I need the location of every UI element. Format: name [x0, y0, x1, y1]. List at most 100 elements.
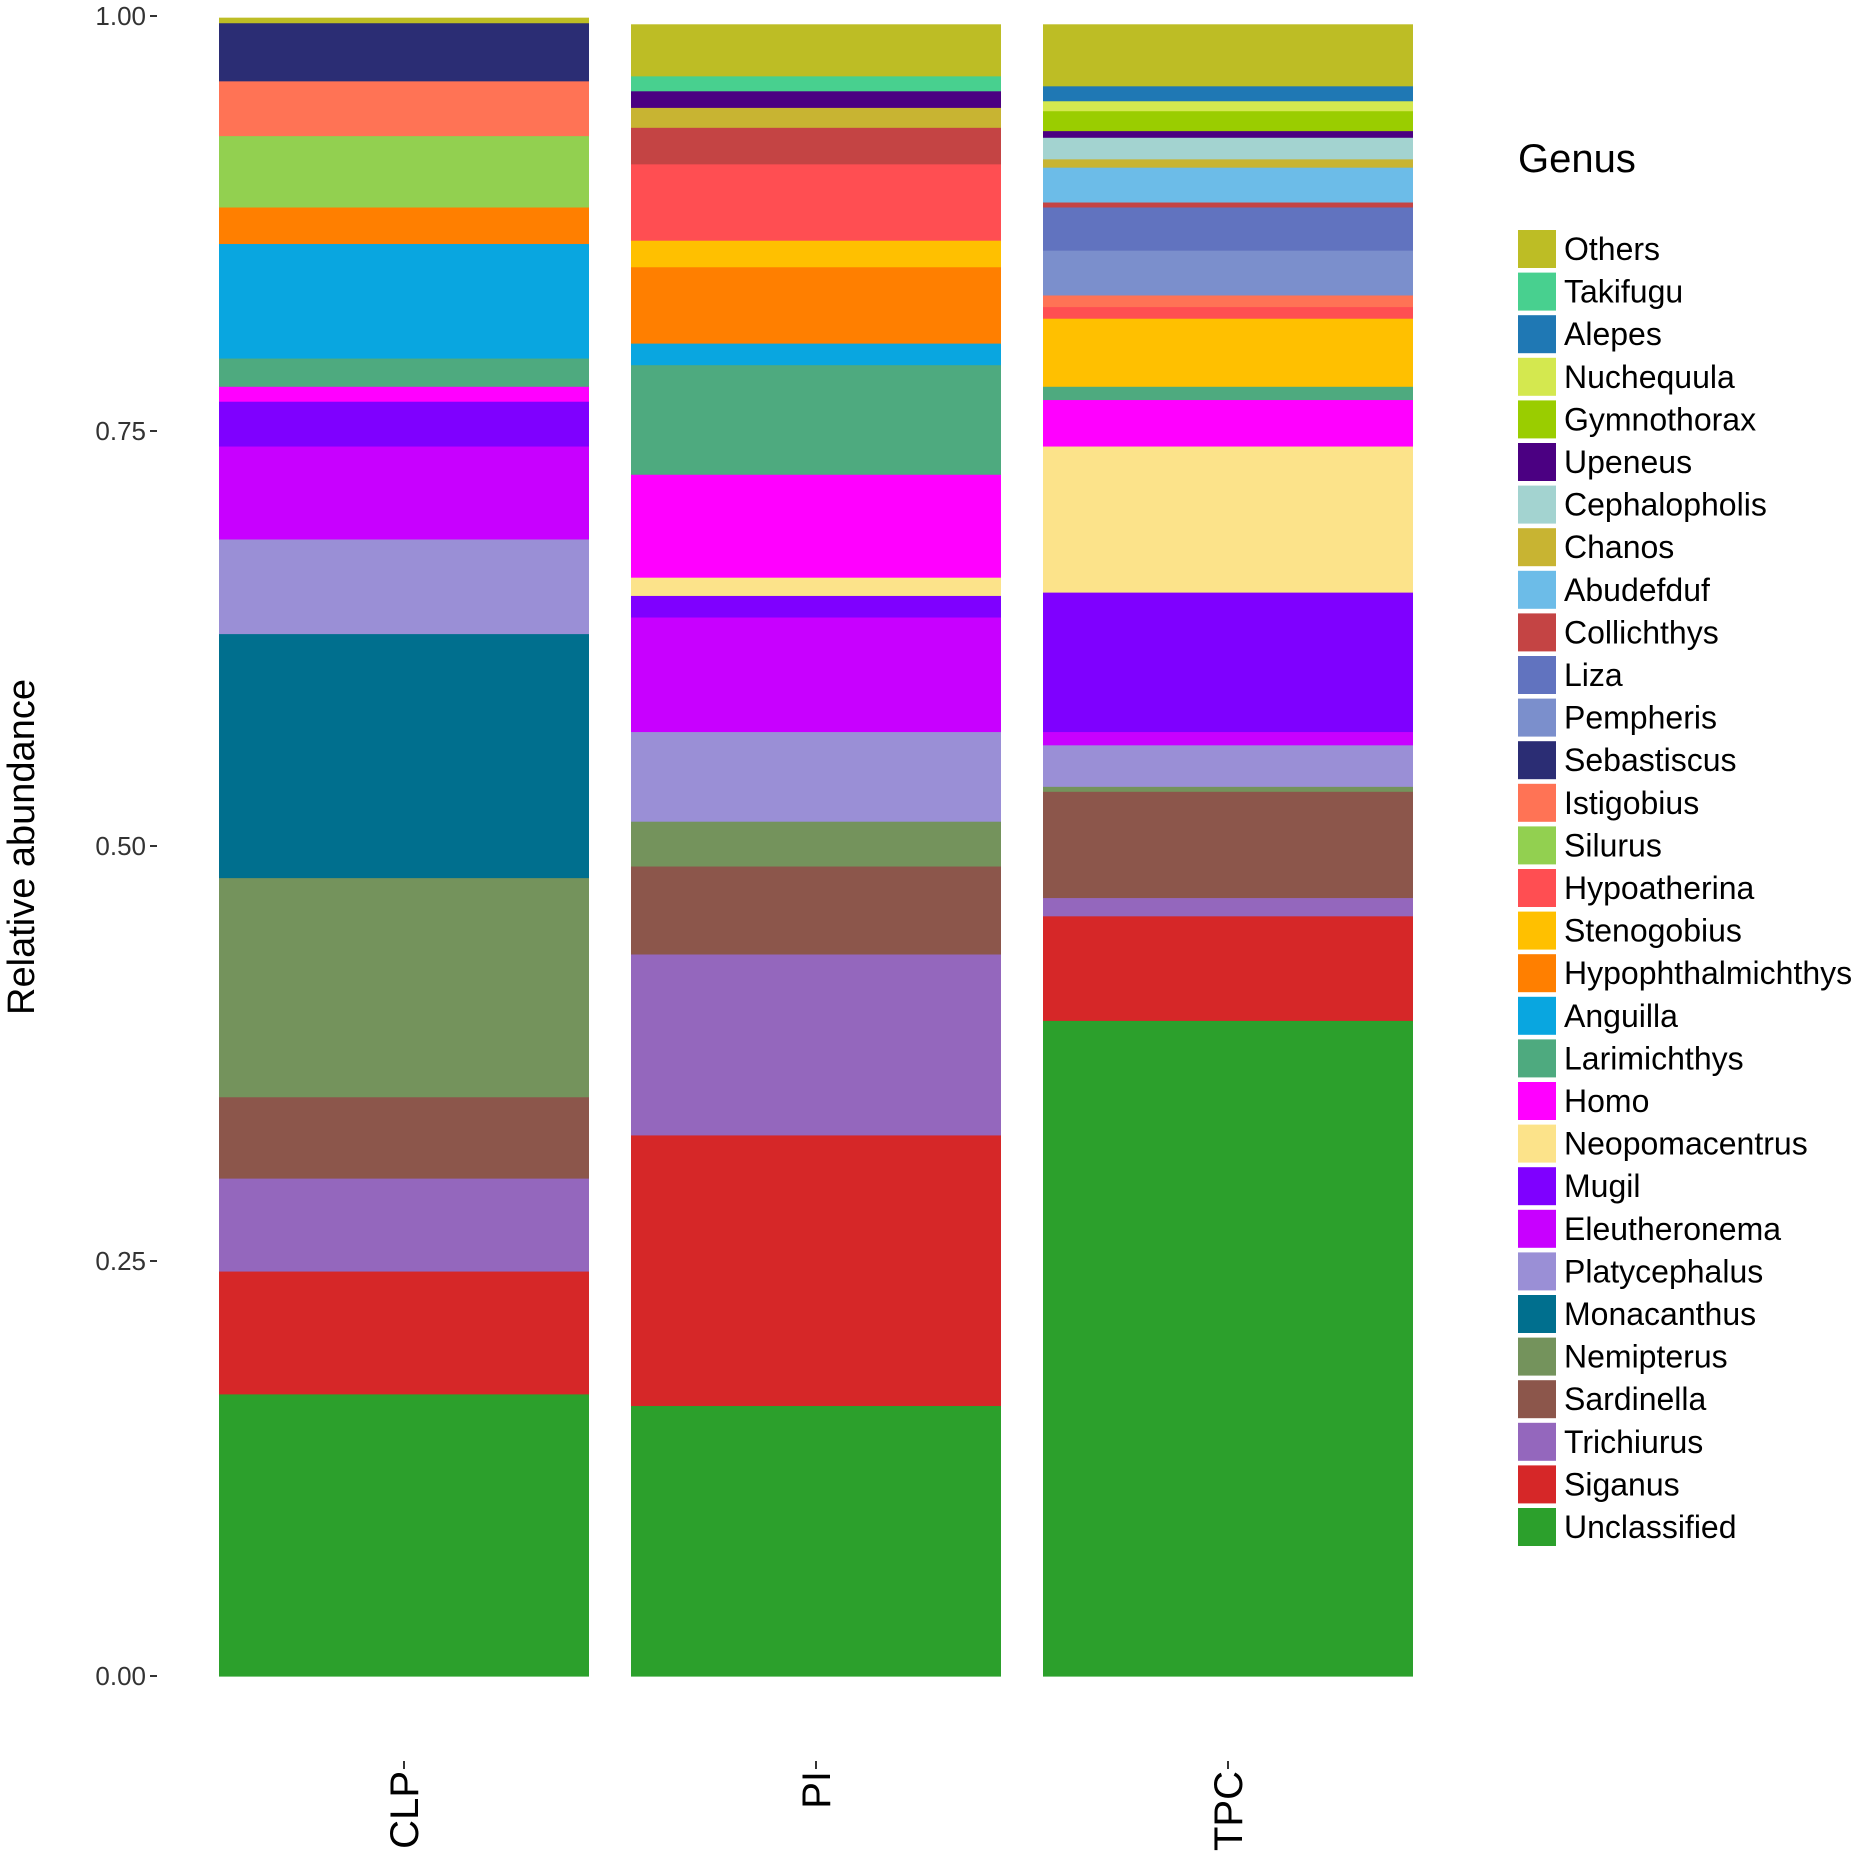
- bar-segment-pi-larimichthys: [631, 364, 1001, 475]
- legend-label: Gymnothorax: [1564, 401, 1756, 437]
- legend-label: Neopomacentrus: [1564, 1126, 1808, 1162]
- legend-swatch: [1518, 315, 1556, 354]
- bar-segment-pi-unclassified: [631, 1405, 1001, 1677]
- bar-segment-tpc-liza: [1043, 206, 1413, 251]
- bar-segment-clp-trichiurus: [219, 1178, 589, 1272]
- bar-segment-tpc-istigobius: [1043, 294, 1413, 308]
- bar-segment-tpc-upeneus: [1043, 130, 1413, 138]
- legend-item-others: Others: [1518, 230, 1660, 268]
- bar-segment-pi-hypophthalmichthys: [631, 266, 1001, 344]
- bar-segment-pi-takifugu: [631, 75, 1001, 92]
- bar-segment-clp-mugil: [219, 401, 589, 447]
- legend-label: Unclassified: [1564, 1509, 1737, 1545]
- bar-segment-tpc-larimichthys: [1043, 386, 1413, 401]
- legend-label: Homo: [1564, 1083, 1649, 1119]
- legend-swatch: [1518, 485, 1556, 524]
- legend-swatch: [1518, 1295, 1556, 1333]
- legend-label: Pempheris: [1564, 700, 1717, 736]
- bar-segment-pi-upeneus: [631, 90, 1001, 108]
- legend-item-upeneus: Upeneus: [1518, 443, 1692, 481]
- legend-item-alepes: Alepes: [1518, 315, 1662, 354]
- legend-swatch: [1518, 613, 1556, 652]
- legend-swatch: [1518, 1082, 1556, 1120]
- bar-segment-tpc-abudefduf: [1043, 167, 1413, 203]
- bar-segment-clp-eleutheronema: [219, 445, 589, 540]
- legend-label: Eleutheronema: [1564, 1211, 1781, 1247]
- legend-item-chanos: Chanos: [1518, 528, 1674, 567]
- legend-item-trichiurus: Trichiurus: [1518, 1422, 1703, 1461]
- legend-item-unclassified: Unclassified: [1518, 1508, 1737, 1546]
- bar-segment-clp-monacanthus: [219, 633, 589, 879]
- legend-swatch: [1518, 1337, 1556, 1376]
- legend-label: Upeneus: [1564, 444, 1692, 480]
- bar-segment-tpc-siganus: [1043, 915, 1413, 1021]
- bar-segment-tpc-hypoatherina: [1043, 306, 1413, 319]
- y-tick-label: 0.50: [95, 831, 146, 861]
- legend-swatch: [1518, 741, 1556, 780]
- legend-swatch: [1518, 357, 1556, 396]
- bar-segment-clp-sebastiscus: [219, 22, 589, 82]
- legend-swatch: [1518, 996, 1556, 1035]
- legend-label: Sardinella: [1564, 1381, 1707, 1417]
- bar-segment-tpc-trichiurus: [1043, 897, 1413, 917]
- legend-label: Collichthys: [1564, 614, 1719, 650]
- legend-item-homo: Homo: [1518, 1082, 1649, 1120]
- bar-segment-tpc-pempheris: [1043, 250, 1413, 296]
- legend-swatch: [1518, 826, 1556, 865]
- legend-item-sardinella: Sardinella: [1518, 1380, 1707, 1419]
- legend-item-hypophthalmichthys: Hypophthalmichthys: [1518, 954, 1852, 993]
- bar-segment-pi-collichthys: [631, 127, 1001, 165]
- bar-segment-clp-others: [219, 17, 589, 24]
- legend-label: Cephalopholis: [1564, 487, 1767, 523]
- legend-item-anguilla: Anguilla: [1518, 996, 1678, 1035]
- bar-segment-clp-siganus: [219, 1270, 589, 1395]
- legend-swatch: [1518, 400, 1556, 439]
- bar-segment-tpc-gymnothorax: [1043, 110, 1413, 132]
- bar-pi: [631, 24, 1001, 1677]
- x-axis: CLP PI TPC: [383, 1761, 1251, 1851]
- legend-label: Abudefduf: [1564, 572, 1710, 608]
- bar-segment-clp-istigobius: [219, 80, 589, 137]
- legend-label: Nuchequula: [1564, 359, 1735, 395]
- bar-segment-pi-trichiurus: [631, 953, 1001, 1136]
- bar-segment-pi-stenogobius: [631, 240, 1001, 268]
- bar-segment-clp-platycephalus: [219, 538, 589, 635]
- legend-label: Monacanthus: [1564, 1296, 1756, 1332]
- legend-swatch: [1518, 1465, 1556, 1504]
- bar-segment-pi-platycephalus: [631, 731, 1001, 822]
- bar-segment-tpc-unclassified: [1043, 1020, 1413, 1677]
- legend-swatch: [1518, 1124, 1556, 1163]
- bar-segment-pi-siganus: [631, 1134, 1001, 1407]
- legend-label: Liza: [1564, 657, 1623, 693]
- legend-label: Chanos: [1564, 529, 1674, 565]
- legend-item-larimichthys: Larimichthys: [1518, 1039, 1744, 1078]
- bar-segment-clp-anguilla: [219, 243, 589, 359]
- bar-segment-pi-anguilla: [631, 343, 1001, 366]
- y-tick-label: 0.25: [95, 1246, 146, 1276]
- legend-item-hypoatherina: Hypoatherina: [1518, 869, 1755, 907]
- legend-swatch: [1518, 954, 1556, 993]
- legend-label: Sebastiscus: [1564, 742, 1737, 778]
- bar-segment-tpc-sardinella: [1043, 791, 1413, 899]
- legend-label: Platycephalus: [1564, 1253, 1763, 1289]
- y-axis-label: Relative abundance: [1, 679, 43, 1015]
- legend-label: Alepes: [1564, 316, 1662, 352]
- bar-segment-pi-eleutheronema: [631, 616, 1001, 733]
- legend-swatch: [1518, 528, 1556, 567]
- legend-swatch: [1518, 869, 1556, 907]
- legend-title: Genus: [1518, 137, 1636, 181]
- bar-segment-clp-nemipterus: [219, 877, 589, 1098]
- legend-item-nuchequula: Nuchequula: [1518, 357, 1735, 396]
- legend-label: Anguilla: [1564, 998, 1678, 1034]
- bar-segment-pi-mugil: [631, 595, 1001, 618]
- legend-swatch: [1518, 1422, 1556, 1461]
- bar-segment-tpc-eleutheronema: [1043, 731, 1413, 746]
- legend-swatch: [1518, 570, 1556, 609]
- legend-label: Trichiurus: [1564, 1424, 1703, 1460]
- legend-swatch: [1518, 1209, 1556, 1248]
- legend-swatch: [1518, 1167, 1556, 1206]
- bar-segment-pi-neopomacentrus: [631, 577, 1001, 596]
- legend-item-istigobius: Istigobius: [1518, 783, 1699, 822]
